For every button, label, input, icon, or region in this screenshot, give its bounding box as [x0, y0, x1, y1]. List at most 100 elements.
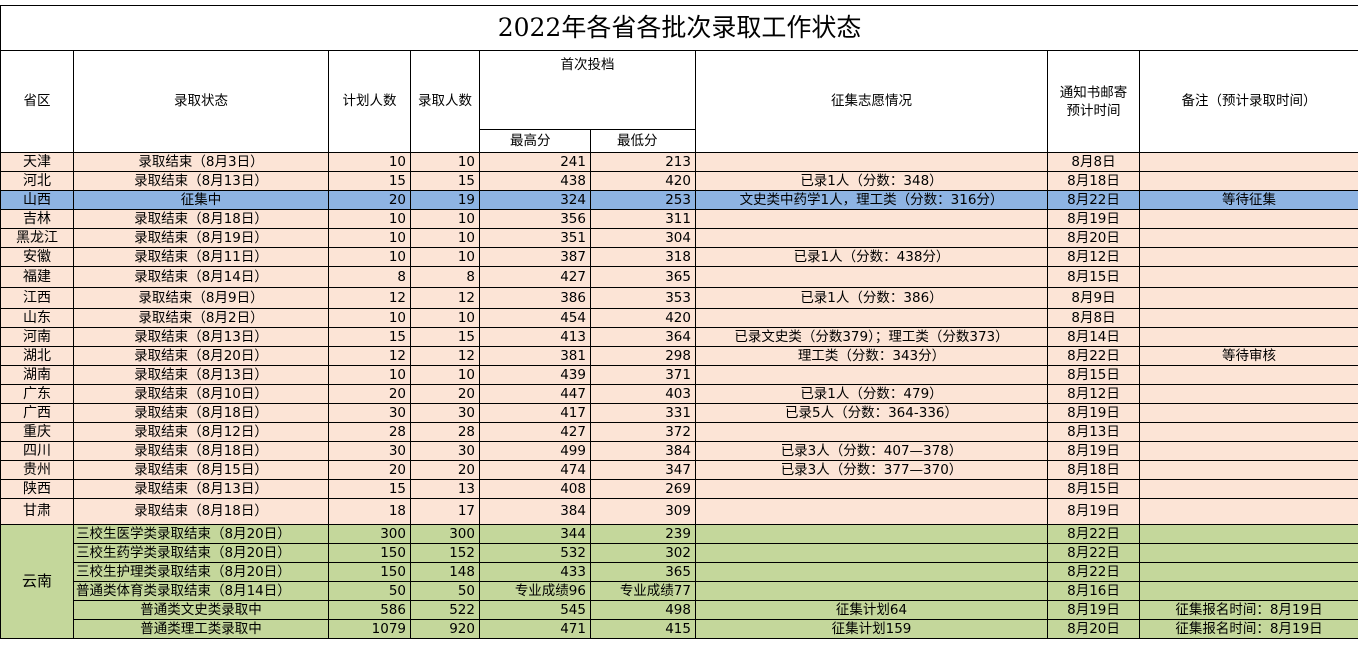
max-score-cell: 438 [479, 171, 591, 191]
admitted-count-cell: 28 [410, 422, 480, 442]
plan-count-cell: 10 [328, 247, 411, 267]
header-max-score: 最高分 [479, 129, 591, 153]
admitted-count-cell: 12 [410, 287, 480, 309]
table-row: 广西 录取结束（8月18日） 30 30 417 331 已录5人（分数：364-336） 8… [0, 403, 1358, 423]
table-row: 吉林 录取结束（8月18日） 10 10 356 311 8月19日 [0, 209, 1358, 229]
admitted-count-cell: 522 [410, 600, 480, 620]
min-score-cell: 365 [590, 562, 696, 582]
table-row: 普通类体育类录取结束（8月14日） 50 50 专业成绩96 专业成绩77 8月16日 [1, 581, 1358, 601]
header-supplement: 征集志愿情况 [695, 50, 1048, 153]
supplement-cell: 已录1人（分数：438分） [695, 247, 1048, 267]
min-score-cell: 304 [590, 228, 696, 248]
mail-time-cell: 8月13日 [1047, 422, 1140, 442]
mail-time-cell: 8月12日 [1047, 384, 1140, 404]
min-score-cell: 364 [590, 327, 696, 347]
status-cell: 录取结束（8月12日） [73, 422, 329, 442]
max-score-cell: 439 [479, 365, 591, 385]
max-score-cell: 427 [479, 266, 591, 288]
status-cell: 普通类理工类录取中 [73, 619, 329, 639]
plan-count-cell: 30 [328, 403, 411, 423]
province-cell: 吉林 [0, 209, 74, 229]
mail-time-cell: 8月15日 [1047, 266, 1140, 288]
plan-count-cell: 10 [328, 308, 411, 328]
max-score-cell: 384 [479, 498, 591, 525]
status-cell: 录取结束（8月11日） [73, 247, 329, 267]
max-score-cell: 324 [479, 190, 591, 210]
header-min-score: 最低分 [590, 129, 696, 153]
table-row: 湖南 录取结束（8月13日） 10 10 439 371 8月15日 [0, 365, 1358, 385]
note-cell [1138, 266, 1358, 288]
supplement-cell: 已录1人（分数：348） [695, 171, 1048, 191]
province-cell: 重庆 [0, 422, 74, 442]
min-score-cell: 384 [590, 441, 696, 461]
table-row: 云南 三校生医学类录取结束（8月20日） 300 300 344 239 8月22日 [0, 524, 1358, 639]
province-cell: 广东 [0, 384, 74, 404]
plan-count-cell: 8 [328, 266, 411, 288]
mail-time-cell: 8月22日 [1047, 346, 1140, 366]
note-cell: 征集报名时间：8月19日 [1138, 619, 1358, 639]
status-cell: 录取结束（8月18日） [73, 498, 329, 525]
table-row: 河北 录取结束（8月13日） 15 15 438 420 已录1人（分数：348） 8月18日 [0, 171, 1358, 191]
admission-status-table: 2022年各省各批次录取工作状态 省区 录取状态 计划人数 录取人数 首次投档 … [0, 5, 1358, 639]
header-status: 录取状态 [73, 50, 329, 153]
mail-time-cell: 8月19日 [1047, 209, 1140, 229]
province-cell: 湖北 [0, 346, 74, 366]
note-cell [1138, 524, 1358, 544]
plan-count-cell: 18 [328, 498, 411, 525]
supplement-cell: 文史类中药学1人，理工类（分数：316分） [695, 190, 1048, 210]
mail-time-cell: 8月9日 [1047, 287, 1140, 309]
table-row: 湖北 录取结束（8月20日） 12 12 381 298 理工类（分数：343分） 8月22日… [0, 346, 1358, 366]
status-cell: 录取结束（8月20日） [73, 346, 329, 366]
max-score-cell: 433 [479, 562, 591, 582]
note-cell [1138, 152, 1358, 172]
admitted-count-cell: 10 [410, 308, 480, 328]
province-cell: 黑龙江 [0, 228, 74, 248]
mail-time-cell: 8月8日 [1047, 152, 1140, 172]
table-row: 江西 录取结束（8月9日） 12 12 386 353 已录1人（分数：386） 8月9日 [0, 287, 1358, 309]
plan-count-cell: 28 [328, 422, 411, 442]
min-score-cell: 372 [590, 422, 696, 442]
table-row: 天津 录取结束（8月3日） 10 10 241 213 8月8日 [0, 152, 1358, 172]
plan-count-cell: 20 [328, 190, 411, 210]
table-row: 福建 录取结束（8月14日） 8 8 427 365 8月15日 [0, 266, 1358, 288]
supplement-cell [695, 479, 1048, 499]
admitted-count-cell: 920 [410, 619, 480, 639]
province-cell: 四川 [0, 441, 74, 461]
admitted-count-cell: 10 [410, 152, 480, 172]
mail-time-cell: 8月12日 [1047, 247, 1140, 267]
supplement-cell [695, 543, 1048, 563]
min-score-cell: 302 [590, 543, 696, 563]
max-score-cell: 386 [479, 287, 591, 309]
table-row: 重庆 录取结束（8月12日） 28 28 427 372 8月13日 [0, 422, 1358, 442]
province-cell: 天津 [0, 152, 74, 172]
admitted-count-cell: 20 [410, 384, 480, 404]
admitted-count-cell: 148 [410, 562, 480, 582]
admitted-count-cell: 10 [410, 247, 480, 267]
note-cell: 征集报名时间：8月19日 [1138, 600, 1358, 620]
plan-count-cell: 20 [328, 384, 411, 404]
supplement-cell: 征集计划159 [695, 619, 1048, 639]
table-row: 安徽 录取结束（8月11日） 10 10 387 318 已录1人（分数：438分） 8月12… [0, 247, 1358, 267]
header-note: 备注（预计录取时间） [1138, 50, 1358, 153]
supplement-cell [695, 228, 1048, 248]
note-cell [1138, 460, 1358, 480]
plan-count-cell: 15 [328, 327, 411, 347]
province-cell: 甘肃 [0, 498, 74, 525]
status-cell: 征集中 [73, 190, 329, 210]
supplement-cell [695, 581, 1048, 601]
mail-time-cell: 8月19日 [1047, 403, 1140, 423]
note-cell [1138, 403, 1358, 423]
mail-time-cell: 8月22日 [1047, 190, 1140, 210]
note-cell [1138, 384, 1358, 404]
mail-time-cell: 8月19日 [1047, 498, 1140, 525]
note-cell [1138, 498, 1358, 525]
note-cell [1138, 562, 1358, 582]
status-cell: 三校生药学类录取结束（8月20日） [73, 543, 329, 563]
admitted-count-cell: 8 [410, 266, 480, 288]
mail-time-cell: 8月20日 [1047, 619, 1140, 639]
admitted-count-cell: 13 [410, 479, 480, 499]
province-cell: 贵州 [0, 460, 74, 480]
status-cell: 普通类体育类录取结束（8月14日） [73, 581, 329, 601]
max-score-cell: 专业成绩96 [479, 581, 591, 601]
admitted-count-cell: 17 [410, 498, 480, 525]
